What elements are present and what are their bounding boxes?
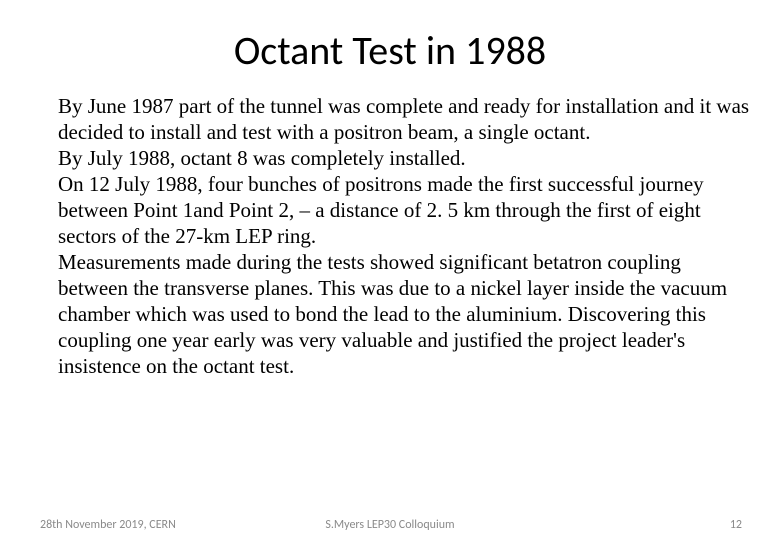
slide-title: Octant Test in 1988 xyxy=(0,0,780,93)
page-number: 12 xyxy=(730,518,742,532)
slide-body: By June 1987 part of the tunnel was comp… xyxy=(0,93,780,379)
footer-venue: S.Myers LEP30 Colloquium xyxy=(0,518,780,532)
